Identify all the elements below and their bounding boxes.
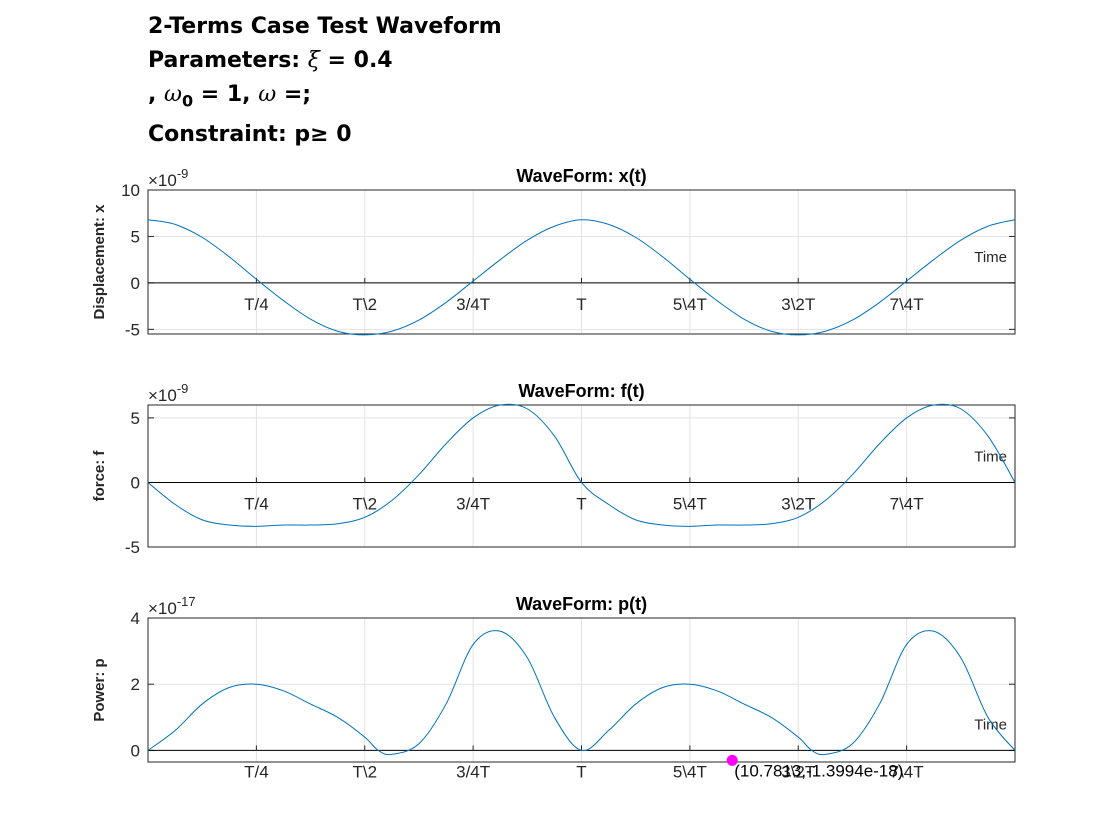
exponent-power: -9 [177,166,189,181]
x-axis-label: Time [974,448,1007,465]
x-tick-label: 7\4T [890,494,924,513]
datatip-marker [726,754,738,766]
omega0-symbol: ω [164,82,182,107]
subplot-title: WaveForm: p(t) [516,594,647,614]
axes-box [147,189,1016,335]
y-tick-label: 0 [131,274,140,293]
y-tick-label: -5 [125,320,140,339]
x-tick-label: 3/4T [456,762,490,781]
x-tick-label: T\2 [352,762,377,781]
y-tick-label: 0 [131,741,140,760]
subplot-3: 0 2 4 T/4 T\2 3/4T T 5\4T 3\2T 7\4T Time WaveForm: … [91,594,1016,781]
x-tick-label: T [576,295,586,314]
axes-box [147,617,1016,763]
axes-box [147,404,1016,548]
x-tick-label: 3/4T [456,295,490,314]
x-tick-label: T [576,494,586,513]
title-line-4: Constraint: p≥ 0 [148,122,352,148]
omega0-value: = 1, [193,82,259,107]
exponent-power: -17 [177,594,196,609]
title-line-2: Parameters: ξ = 0.4 [148,44,502,78]
x-tick-label: 5\4T [673,494,707,513]
y-tick-label: 5 [131,409,140,428]
x-tick-label: 3\2T [781,762,815,781]
omega-value: =; [276,82,312,107]
x-tick-label: 3/4T [456,494,490,513]
comma-prefix: , [148,82,165,107]
y-tick-label: 4 [131,609,140,628]
subplot-title: WaveForm: x(t) [516,166,646,186]
exponent-base: ×10 [148,386,177,405]
y-exponent-label: ×10-9 [148,166,188,190]
y-axis-label: Power: p [91,658,108,721]
exponent-power: -9 [177,381,189,396]
y-axis-label: Displacement: x [91,204,108,320]
y-tick-label: 10 [121,181,140,200]
x-tick-label: 5\4T [673,295,707,314]
x-tick-label: 3\2T [781,295,815,314]
y-tick-label: 2 [131,675,140,694]
x-tick-label: T/4 [244,762,269,781]
x-tick-label: 7\4T [890,762,924,781]
y-axis-label: force: f [91,450,108,502]
x-tick-label: T [576,762,586,781]
exponent-base: ×10 [148,171,177,190]
series-line [147,403,1016,527]
subplot-title: WaveForm: f(t) [518,381,644,401]
subplot-2: -5 0 5 T/4 T\2 3/4T T 5\4T 3\2T 7\4T Time WaveForm:… [91,381,1016,557]
series-line [147,219,1016,336]
title-line-3: , ω0 = 1, ω =; [148,78,502,118]
x-tick-label: 3\2T [781,494,815,513]
y-exponent-label: ×10-17 [148,594,196,618]
y-exponent-label: ×10-9 [148,381,188,405]
x-tick-label: T/4 [244,295,269,314]
exponent-base: ×10 [148,599,177,618]
y-tick-label: 5 [131,227,140,246]
title-line-1: 2-Terms Case Test Waveform [148,14,502,39]
y-tick-label: -5 [125,538,140,557]
subplot-1: -5 0 5 10 T/4 T\2 3/4T T 5\4T 3\2T 7\4T Time WaveFor… [91,166,1016,339]
x-axis-label: Time [974,249,1007,266]
x-tick-label: 7\4T [890,295,924,314]
datatip-label: (10.7813,-1.3994e-18) [734,761,903,780]
figure-title: 2-Terms Case Test Waveform Parameters: ξ… [148,10,502,152]
parameters-label: Parameters: [148,48,308,73]
xi-symbol: ξ [307,48,320,73]
x-tick-label: T/4 [244,494,269,513]
x-tick-label: 5\4T [673,762,707,781]
x-tick-label: T\2 [352,295,377,314]
x-axis-label: Time [974,716,1007,733]
xi-value: = 0.4 [319,48,393,73]
x-tick-label: T\2 [352,494,377,513]
omega-symbol: ω [258,82,277,107]
series-line [147,630,1016,756]
y-tick-label: 0 [131,473,140,492]
omega0-subscript: 0 [181,91,194,111]
